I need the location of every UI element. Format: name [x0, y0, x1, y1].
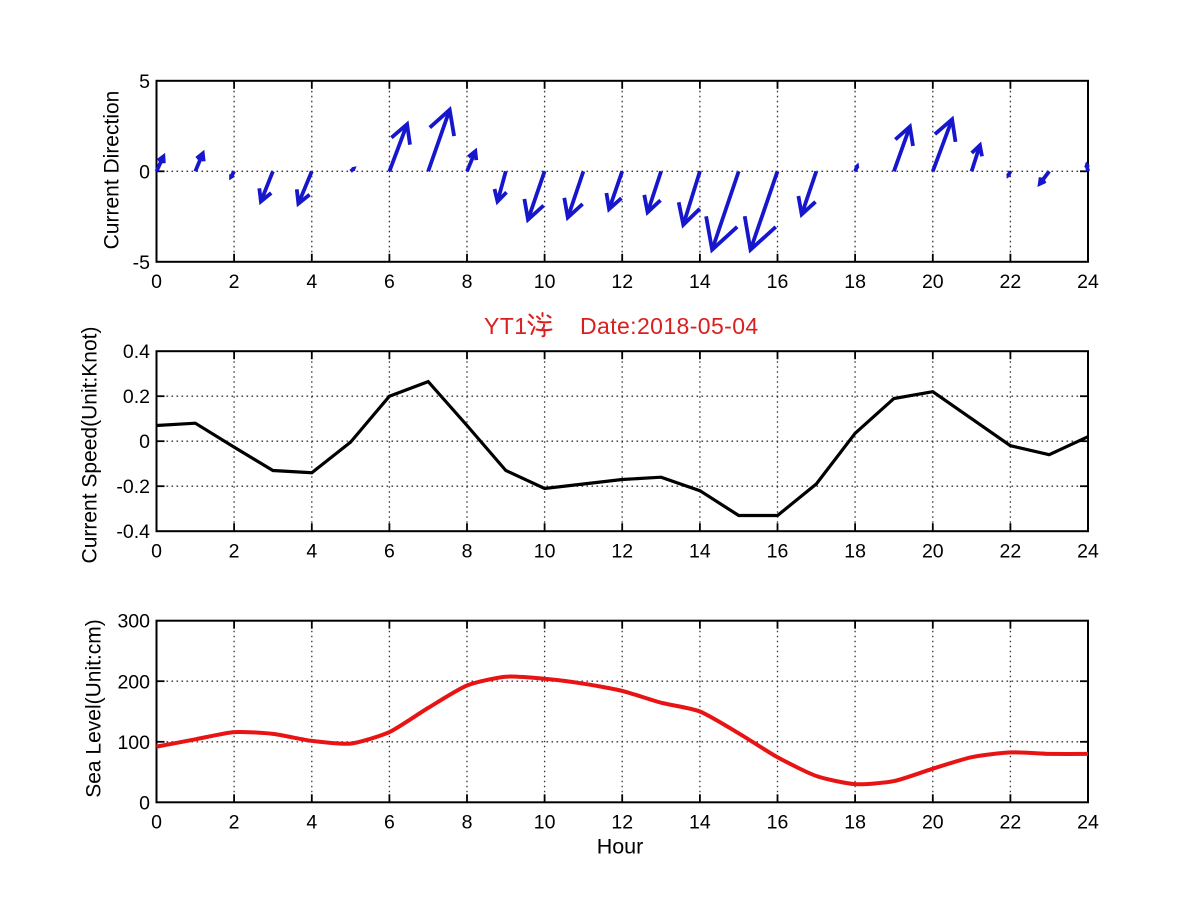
svg-text:5: 5 [139, 71, 150, 93]
svg-text:100: 100 [117, 732, 150, 754]
svg-text:24: 24 [1077, 271, 1099, 293]
svg-text:10: 10 [534, 812, 556, 834]
svg-text:4: 4 [306, 541, 317, 563]
svg-text:Date:2018-05-04: Date:2018-05-04 [580, 313, 759, 339]
svg-text:14: 14 [689, 541, 711, 563]
svg-text:0: 0 [151, 812, 162, 834]
svg-text:-5: -5 [133, 252, 150, 274]
svg-text:300: 300 [117, 611, 150, 633]
svg-text:Current Speed(Unit:Knot): Current Speed(Unit:Knot) [79, 327, 102, 564]
svg-text:16: 16 [767, 812, 789, 834]
svg-text:20: 20 [922, 271, 944, 293]
svg-text:18: 18 [844, 541, 866, 563]
svg-text:Current Direction: Current Direction [101, 91, 124, 250]
svg-text:6: 6 [384, 271, 395, 293]
svg-text:4: 4 [306, 812, 317, 834]
svg-text:2: 2 [229, 271, 240, 293]
svg-text:24: 24 [1077, 812, 1099, 834]
svg-text:2: 2 [229, 541, 240, 563]
svg-text:10: 10 [534, 541, 556, 563]
svg-text:0.2: 0.2 [123, 386, 150, 408]
svg-text:0: 0 [139, 431, 150, 453]
svg-text:Hour: Hour [597, 835, 644, 859]
svg-text:6: 6 [384, 812, 395, 834]
svg-text:8: 8 [462, 271, 473, 293]
svg-text:20: 20 [922, 812, 944, 834]
svg-text:0: 0 [139, 161, 150, 183]
svg-text:14: 14 [689, 812, 711, 834]
svg-text:-0.2: -0.2 [116, 476, 150, 498]
svg-text:Sea Level(Unit:cm): Sea Level(Unit:cm) [83, 619, 106, 798]
svg-text:0: 0 [151, 271, 162, 293]
svg-text:-0.4: -0.4 [116, 521, 150, 543]
svg-text:22: 22 [1000, 541, 1022, 563]
svg-text:16: 16 [767, 541, 789, 563]
svg-text:0: 0 [139, 792, 150, 814]
svg-text:22: 22 [1000, 271, 1022, 293]
svg-text:0.4: 0.4 [123, 341, 150, 363]
svg-text:10: 10 [534, 271, 556, 293]
svg-text:12: 12 [611, 271, 633, 293]
svg-text:YT1: YT1 [484, 313, 527, 339]
svg-text:8: 8 [462, 812, 473, 834]
svg-text:14: 14 [689, 271, 711, 293]
svg-text:200: 200 [117, 671, 150, 693]
svg-text:16: 16 [767, 271, 789, 293]
svg-text:8: 8 [462, 541, 473, 563]
svg-text:2: 2 [229, 812, 240, 834]
svg-text:20: 20 [922, 541, 944, 563]
svg-text:18: 18 [844, 812, 866, 834]
svg-text:12: 12 [611, 541, 633, 563]
svg-text:4: 4 [306, 271, 317, 293]
svg-text:22: 22 [1000, 812, 1022, 834]
svg-text:6: 6 [384, 541, 395, 563]
svg-text:18: 18 [844, 271, 866, 293]
svg-text:12: 12 [611, 812, 633, 834]
svg-text:0: 0 [151, 541, 162, 563]
svg-text:24: 24 [1077, 541, 1099, 563]
